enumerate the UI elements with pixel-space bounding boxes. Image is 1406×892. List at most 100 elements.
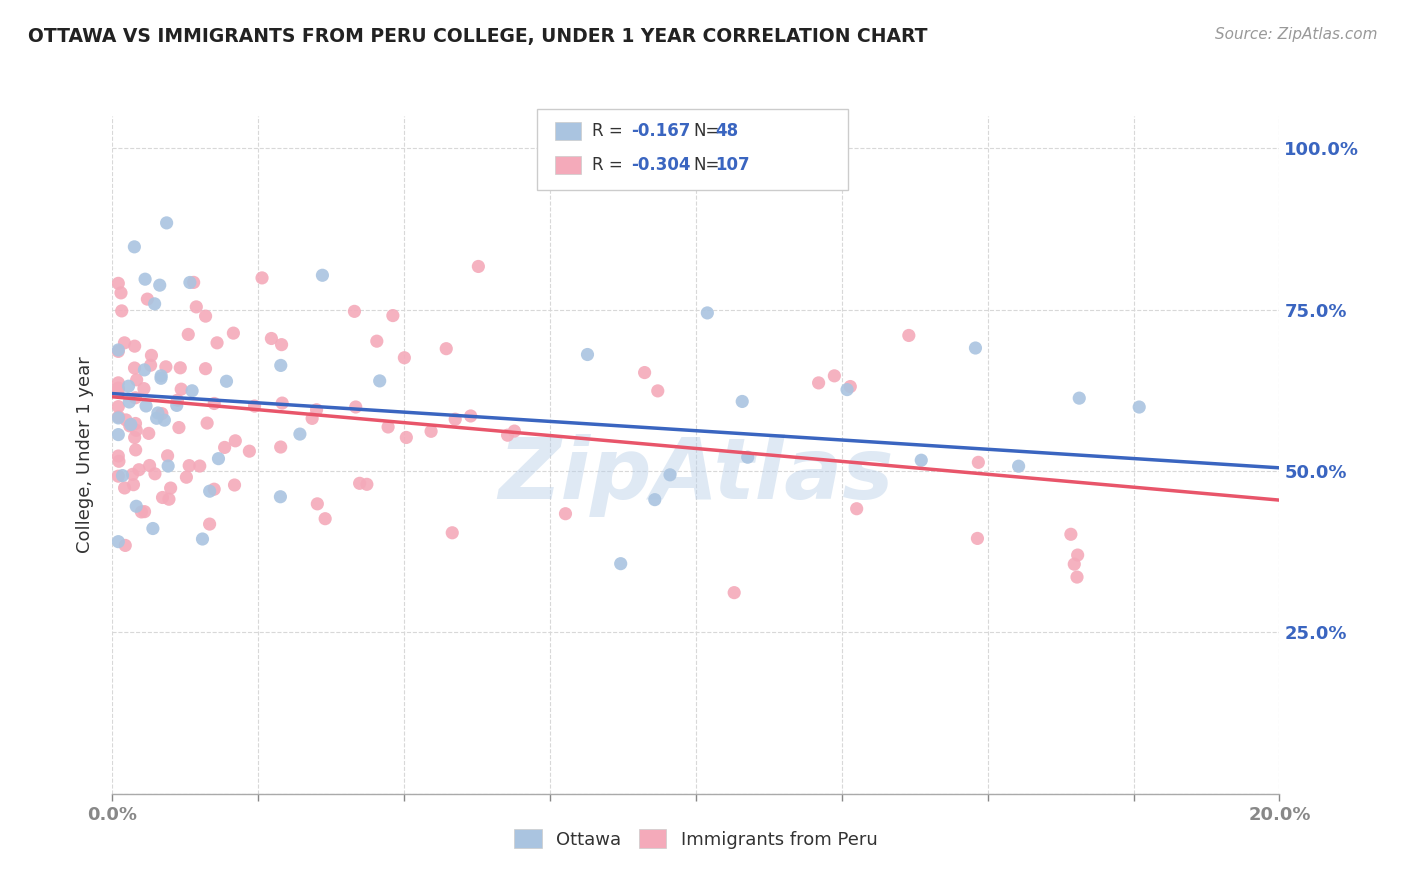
Point: [344, 400, 367, 414]
Point: [107, 383, 129, 397]
Point: [107, 534, 129, 549]
Point: [183, 276, 205, 290]
Point: [202, 396, 225, 410]
Text: Source: ZipAtlas.com: Source: ZipAtlas.com: [1215, 27, 1378, 42]
Point: [142, 522, 165, 536]
Point: [343, 304, 366, 318]
Point: [967, 455, 990, 469]
Point: [134, 505, 156, 519]
Point: [138, 426, 160, 441]
Point: [107, 277, 129, 291]
Point: [114, 335, 136, 350]
Point: [153, 413, 176, 427]
Point: [124, 391, 146, 405]
Point: [139, 358, 162, 372]
Point: [114, 538, 136, 552]
Point: [121, 467, 143, 482]
Point: [839, 379, 862, 393]
Y-axis label: College, Under 1 year: College, Under 1 year: [76, 357, 94, 553]
Point: [737, 450, 759, 465]
Point: [107, 427, 129, 442]
Point: [136, 292, 159, 306]
Point: [169, 360, 191, 375]
Point: [434, 342, 457, 356]
Point: [181, 384, 204, 398]
Point: [111, 304, 134, 318]
Text: OTTAWA VS IMMIGRANTS FROM PERU COLLEGE, UNDER 1 YEAR CORRELATION CHART: OTTAWA VS IMMIGRANTS FROM PERU COLLEGE, …: [28, 27, 928, 45]
Point: [150, 407, 173, 421]
Point: [395, 430, 418, 444]
Point: [215, 374, 238, 388]
Point: [1066, 570, 1088, 584]
Point: [444, 412, 467, 426]
Point: [198, 517, 221, 532]
Point: [159, 481, 181, 495]
Text: 48: 48: [716, 122, 738, 140]
Point: [696, 306, 718, 320]
Point: [125, 423, 148, 437]
Point: [420, 425, 443, 439]
Point: [633, 366, 655, 380]
Point: [195, 416, 218, 430]
Point: [503, 424, 526, 438]
Point: [157, 458, 180, 473]
Point: [125, 373, 148, 387]
Point: [198, 484, 221, 499]
Point: [1069, 391, 1091, 405]
Point: [731, 394, 754, 409]
Point: [723, 585, 745, 599]
Point: [179, 458, 201, 473]
Point: [157, 492, 180, 507]
Point: [143, 297, 166, 311]
Point: [1128, 400, 1150, 414]
Point: [135, 399, 157, 413]
Point: [965, 341, 987, 355]
Point: [107, 381, 129, 395]
Point: [194, 309, 217, 323]
Point: [132, 382, 155, 396]
Point: [250, 271, 273, 285]
Point: [107, 344, 129, 359]
Point: [301, 411, 323, 425]
Point: [835, 383, 858, 397]
Point: [124, 339, 146, 353]
Point: [170, 382, 193, 396]
Point: [150, 368, 173, 383]
Point: [167, 420, 190, 434]
Point: [125, 500, 148, 514]
Point: [191, 532, 214, 546]
Text: R =: R =: [592, 122, 623, 140]
Point: [269, 490, 291, 504]
Point: [107, 376, 129, 390]
Point: [118, 418, 141, 433]
Point: [124, 430, 146, 444]
Point: [1063, 557, 1085, 571]
Point: [910, 453, 932, 467]
Point: [460, 409, 482, 423]
Point: [146, 406, 169, 420]
Point: [118, 395, 141, 409]
Point: [366, 334, 388, 348]
Point: [270, 359, 292, 373]
Point: [243, 399, 266, 413]
Point: [224, 434, 246, 448]
Point: [150, 371, 173, 385]
Point: [270, 337, 292, 351]
Point: [176, 470, 198, 484]
Text: -0.304: -0.304: [631, 156, 690, 174]
Point: [115, 413, 138, 427]
Point: [107, 411, 129, 425]
Point: [131, 505, 153, 519]
Legend: Ottawa, Immigrants from Peru: Ottawa, Immigrants from Peru: [508, 822, 884, 856]
Point: [124, 361, 146, 376]
Point: [155, 359, 177, 374]
Point: [149, 278, 172, 293]
Point: [179, 276, 201, 290]
Point: [368, 374, 391, 388]
Point: [644, 492, 666, 507]
Point: [143, 467, 166, 481]
Point: [314, 511, 336, 525]
Point: [207, 451, 229, 466]
Point: [120, 417, 142, 432]
Point: [107, 409, 129, 424]
